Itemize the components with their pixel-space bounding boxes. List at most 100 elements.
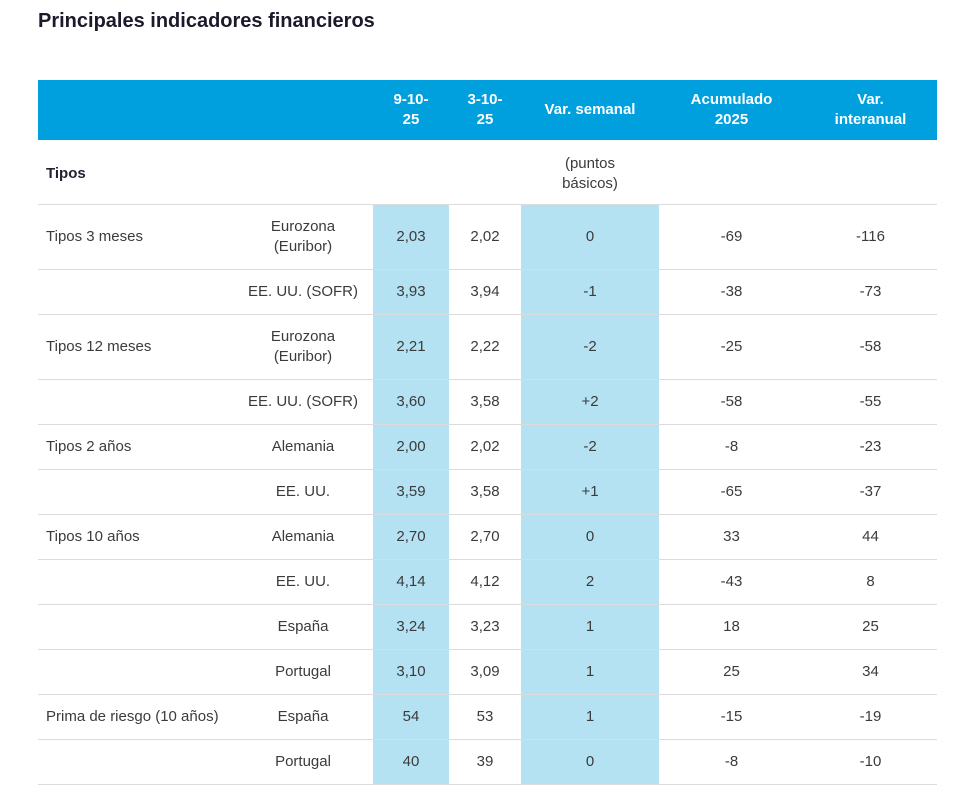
col-header-group-empty [38, 80, 233, 140]
item-label-cell: Eurozona (Euribor) [270, 328, 336, 365]
ytd-change-cell: -8 [724, 753, 739, 770]
item-label-cell: Alemania [271, 528, 335, 545]
previous-value-cell: 53 [476, 708, 494, 725]
ytd-change-cell: -38 [720, 283, 743, 300]
col-header-date-previous: 3-10- 25 [449, 80, 521, 140]
previous-value-cell: 3,23 [470, 618, 500, 635]
ytd-change-cell: 33 [723, 528, 740, 545]
empty-cell [659, 140, 804, 205]
header-row: 9-10- 25 3-10- 25 Var. semanal Acumulado… [38, 80, 937, 140]
weekly-change-cell: -2 [521, 424, 659, 470]
current-value-cell: 2,03 [373, 204, 449, 270]
item-label-cell: España [277, 618, 329, 635]
table-row: Portugal 3,10 3,09 1 25 34 [38, 649, 937, 695]
empty-cell [804, 140, 937, 205]
yoy-change-cell: -19 [859, 708, 882, 725]
group-label-cell: Tipos 2 años [46, 438, 132, 455]
table-row: EE. UU. 3,59 3,58 +1 -65 -37 [38, 469, 937, 515]
yoy-change-cell: -73 [859, 283, 882, 300]
current-value-cell: 4,14 [373, 559, 449, 605]
previous-value-cell: 2,02 [470, 228, 500, 245]
group-label-cell [38, 470, 233, 515]
weekly-change-cell: 2 [521, 559, 659, 605]
yoy-change-cell: -10 [859, 753, 882, 770]
yoy-change-cell: 44 [862, 528, 879, 545]
ytd-change-cell: -25 [720, 338, 743, 355]
col-header-weekly-change: Var. semanal [521, 80, 659, 140]
item-label-cell: EE. UU. (SOFR) [247, 283, 358, 300]
ytd-change-cell: -8 [724, 438, 739, 455]
table-row: Portugal 40 39 0 -8 -10 [38, 739, 937, 785]
section-label: Tipos [46, 165, 86, 182]
table-body: Tipos (puntos básicos) Tipos 3 meses Eur… [38, 140, 937, 785]
current-value-cell: 3,59 [373, 469, 449, 515]
previous-value-cell: 2,70 [470, 528, 500, 545]
weekly-change-cell: 1 [521, 649, 659, 695]
table-row: Tipos 10 años Alemania 2,70 2,70 0 33 44 [38, 514, 937, 560]
item-label-cell: Alemania [271, 438, 335, 455]
yoy-change-cell: -23 [859, 438, 882, 455]
previous-value-cell: 2,22 [470, 338, 500, 355]
col-header-item-empty [233, 80, 373, 140]
table-row: EE. UU. (SOFR) 3,93 3,94 -1 -38 -73 [38, 269, 937, 315]
group-label-cell: Tipos 10 años [46, 528, 140, 545]
yoy-change-cell: -58 [859, 338, 882, 355]
empty-cell [233, 140, 373, 205]
current-value-cell: 2,00 [373, 424, 449, 470]
table-row: Prima de riesgo (10 años) España 54 53 1… [38, 694, 937, 740]
ytd-change-cell: -15 [720, 708, 743, 725]
weekly-change-cell: -2 [521, 314, 659, 380]
table-row: Tipos 3 meses Eurozona (Euribor) 2,03 2,… [38, 204, 937, 270]
table-row: Tipos 2 años Alemania 2,00 2,02 -2 -8 -2… [38, 424, 937, 470]
financial-indicators-table: 9-10- 25 3-10- 25 Var. semanal Acumulado… [38, 80, 937, 785]
group-label-cell [38, 380, 233, 425]
item-label-cell: España [277, 708, 329, 725]
group-label-cell [38, 740, 233, 785]
item-label-cell: EE. UU. [275, 573, 331, 590]
item-label-cell: EE. UU. (SOFR) [247, 393, 358, 410]
weekly-change-cell: 1 [521, 694, 659, 740]
current-value-cell: 3,93 [373, 269, 449, 315]
col-header-date-current: 9-10- 25 [373, 80, 449, 140]
item-label-cell: Eurozona (Euribor) [270, 218, 336, 255]
current-value-cell: 2,21 [373, 314, 449, 380]
yoy-change-cell: 25 [862, 618, 879, 635]
yoy-change-cell: -116 [856, 228, 885, 245]
ytd-change-cell: 18 [723, 618, 740, 635]
current-value-cell: 54 [373, 694, 449, 740]
item-label-cell: EE. UU. [275, 483, 331, 500]
ytd-change-cell: -69 [720, 228, 743, 245]
previous-value-cell: 3,58 [470, 393, 500, 410]
current-value-cell: 40 [373, 739, 449, 785]
current-value-cell: 3,10 [373, 649, 449, 695]
ytd-change-cell: 25 [723, 663, 740, 680]
weekly-change-cell: 0 [521, 204, 659, 270]
current-value-cell: 2,70 [373, 514, 449, 560]
current-value-cell: 3,24 [373, 604, 449, 650]
col-header-yoy-change: Var. interanual [804, 80, 937, 140]
empty-cell [373, 140, 449, 205]
section-row: Tipos (puntos básicos) [38, 140, 937, 205]
item-label-cell: Portugal [275, 663, 331, 680]
table-row: EE. UU. (SOFR) 3,60 3,58 +2 -58 -55 [38, 379, 937, 425]
yoy-change-cell: 34 [862, 663, 879, 680]
previous-value-cell: 3,09 [470, 663, 500, 680]
group-label-cell [38, 605, 233, 650]
previous-value-cell: 39 [476, 753, 494, 770]
group-label-cell [38, 650, 233, 695]
table-row: Tipos 12 meses Eurozona (Euribor) 2,21 2… [38, 314, 937, 380]
table-header: 9-10- 25 3-10- 25 Var. semanal Acumulado… [38, 80, 937, 140]
empty-cell [449, 140, 521, 205]
weekly-change-cell: +2 [521, 379, 659, 425]
table-row: España 3,24 3,23 1 18 25 [38, 604, 937, 650]
previous-value-cell: 2,02 [470, 438, 500, 455]
previous-value-cell: 4,12 [470, 573, 500, 590]
item-label-cell: Portugal [275, 753, 331, 770]
yoy-change-cell: 8 [866, 573, 875, 590]
weekly-change-cell: 0 [521, 739, 659, 785]
weekly-change-cell: +1 [521, 469, 659, 515]
weekly-change-cell: 1 [521, 604, 659, 650]
group-label-cell: Tipos 12 meses [46, 338, 152, 355]
yoy-change-cell: -37 [859, 483, 882, 500]
